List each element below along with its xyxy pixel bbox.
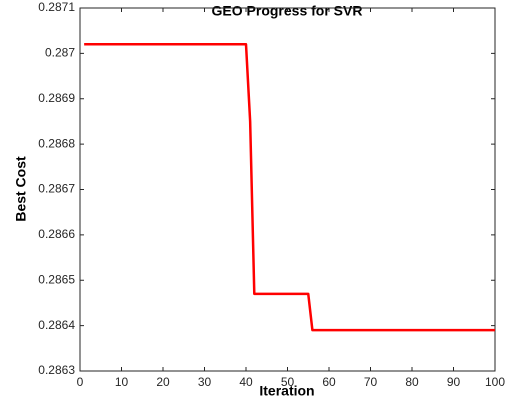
y-tick-label: 0.2871 <box>38 0 75 14</box>
x-tick-label: 0 <box>77 375 84 389</box>
x-axis-label: Iteration <box>259 383 314 399</box>
x-tick-label: 10 <box>115 375 129 389</box>
x-tick-label: 90 <box>447 375 461 389</box>
y-tick-label: 0.287 <box>45 46 75 60</box>
y-tick-label: 0.2867 <box>38 182 75 196</box>
data-line <box>84 43 495 332</box>
y-axis-label: Best Cost <box>13 156 29 222</box>
y-tick-label: 0.2868 <box>38 136 75 150</box>
x-tick-label: 30 <box>198 375 212 389</box>
x-tick-label: 60 <box>322 375 336 389</box>
x-tick-label: 40 <box>239 375 253 389</box>
x-tick-label: 70 <box>364 375 378 389</box>
x-tick-label: 20 <box>156 375 170 389</box>
x-tick-label: 100 <box>485 375 505 389</box>
y-tick-label: 0.2864 <box>38 318 75 332</box>
y-tick-label: 0.2869 <box>38 91 75 105</box>
y-tick-label: 0.2866 <box>38 227 75 241</box>
x-tick-label: 80 <box>405 375 419 389</box>
plot-frame <box>79 7 496 372</box>
y-tick-label: 0.2863 <box>38 363 75 377</box>
x-tick-label: 50 <box>281 375 295 389</box>
y-tick-label: 0.2865 <box>38 272 75 286</box>
